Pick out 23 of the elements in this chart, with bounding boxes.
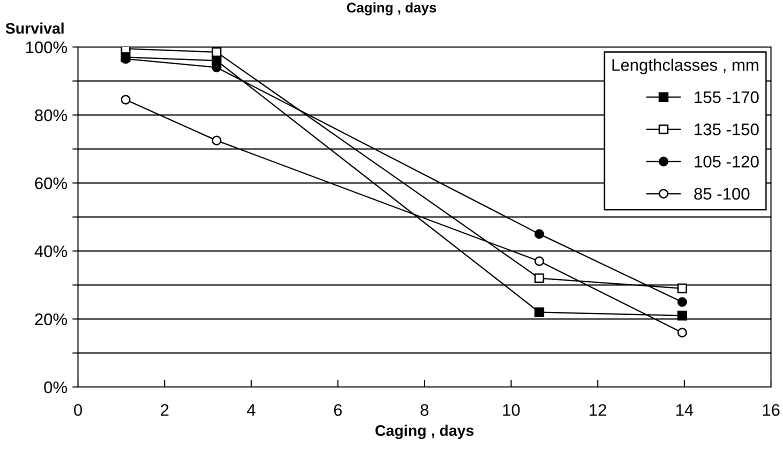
legend-label: 85 -100 (694, 188, 750, 200)
x-tick-label: 12 (590, 404, 606, 416)
x-axis-title: Caging , days (375, 424, 474, 440)
y-tick-label: 60% (35, 177, 67, 190)
x-tick-label: 16 (763, 404, 780, 416)
text: Caging , days (346, 2, 436, 16)
x-tick-label: 14 (676, 404, 694, 416)
x-tick-label: 4 (247, 404, 256, 416)
legend-label: 135 -150 (694, 124, 759, 136)
x-tick-label: 6 (334, 404, 342, 416)
x-tick-label: 10 (503, 404, 520, 416)
x-tick-label: 8 (420, 404, 428, 416)
y-axis-title: Survival (6, 22, 64, 34)
legend-title: Lengthclasses , mm (612, 58, 758, 74)
y-tick-label: 80% (34, 109, 67, 122)
x-tick-label: 2 (160, 404, 168, 416)
y-tick-label: 0% (44, 381, 67, 394)
y-tick-label: 20% (35, 313, 67, 326)
legend-label: 105 -120 (694, 156, 759, 168)
y-tick-label: 100% (26, 41, 67, 54)
y-tick-label: 40% (34, 245, 67, 258)
x-tick-label: 0 (74, 404, 82, 416)
legend-label: 155 -170 (694, 91, 759, 104)
